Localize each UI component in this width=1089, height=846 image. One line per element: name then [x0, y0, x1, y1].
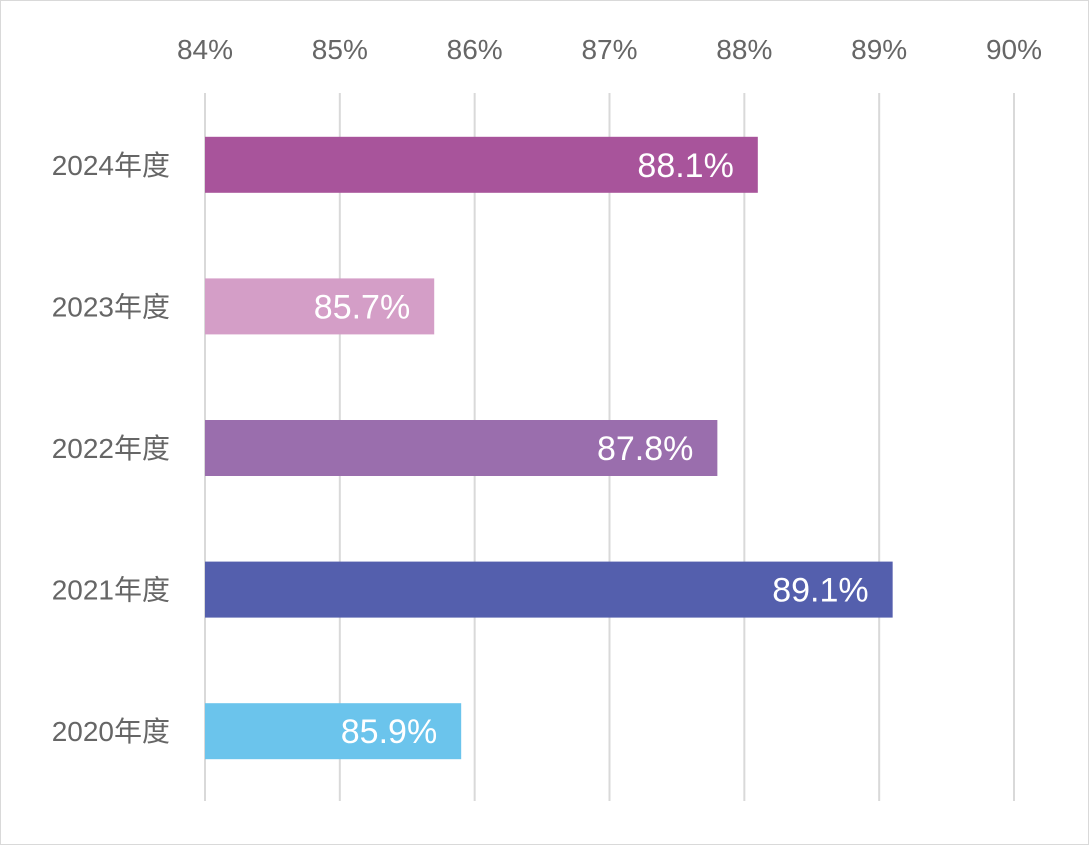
x-tick-label: 88%	[716, 34, 772, 65]
category-label: 2022年度	[52, 433, 170, 464]
bar	[205, 278, 435, 335]
bar	[205, 703, 462, 760]
data-label: 85.7%	[314, 288, 410, 326]
bar	[205, 136, 758, 193]
category-labels: 2024年度 2023年度 2022年度 2021年度 2020年度	[52, 150, 170, 747]
data-label: 88.1%	[637, 147, 733, 185]
x-tick-label: 89%	[851, 34, 907, 65]
category-label: 2021年度	[52, 575, 170, 606]
bars	[205, 136, 893, 760]
category-label: 2023年度	[52, 291, 170, 322]
x-axis-tick-labels: 84% 85% 86% 87% 88% 89% 90%	[177, 34, 1042, 65]
x-tick-label: 90%	[986, 34, 1042, 65]
x-tick-label: 87%	[581, 34, 637, 65]
bar	[205, 561, 893, 618]
data-labels: 88.1% 85.7% 87.8% 89.1% 85.9%	[314, 147, 869, 751]
category-label: 2024年度	[52, 150, 170, 181]
x-tick-label: 84%	[177, 34, 233, 65]
category-label: 2020年度	[52, 716, 170, 747]
x-tick-label: 86%	[447, 34, 503, 65]
x-tick-label: 85%	[312, 34, 368, 65]
bar	[205, 420, 718, 476]
data-label: 87.8%	[597, 430, 693, 468]
data-label: 85.9%	[341, 713, 437, 751]
data-label: 89.1%	[772, 572, 868, 610]
